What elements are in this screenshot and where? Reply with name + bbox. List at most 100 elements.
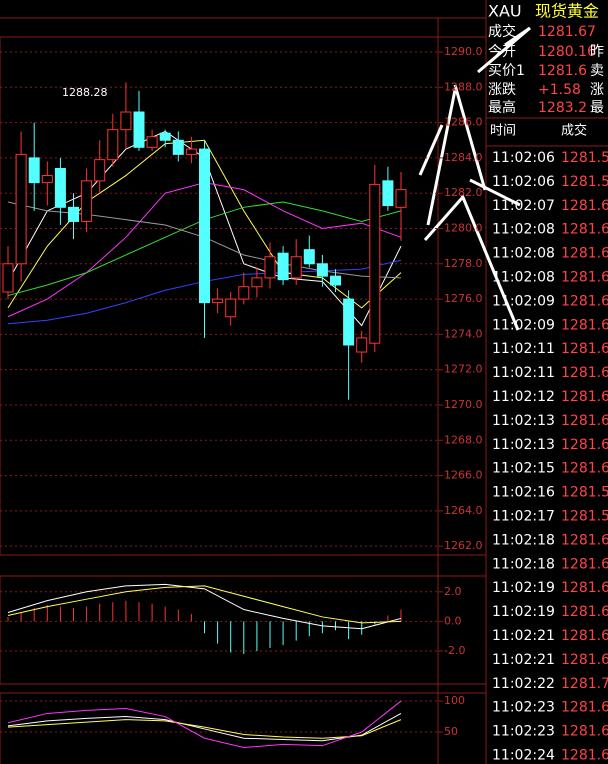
trade-price: 1281.5: [561, 509, 608, 525]
trades-header: 成交: [561, 123, 587, 139]
candle-body: [172, 139, 184, 155]
candle-body: [2, 263, 14, 293]
trade-price: 1281.7: [561, 676, 608, 692]
y-tick-label: 1278.0: [444, 257, 483, 270]
candle-body: [264, 256, 276, 279]
indicator-line: [7, 700, 402, 749]
trade-time: 11:02:07: [492, 198, 555, 214]
y-tick-label: 1280.0: [444, 221, 483, 234]
candle-body: [290, 256, 302, 279]
y-tick-label: 1282.0: [444, 186, 483, 199]
symbol: XAU: [488, 2, 522, 21]
trade-time: 11:02:09: [492, 317, 555, 333]
quote-value: 1281.67: [538, 24, 596, 40]
candle-body: [28, 157, 40, 184]
trade-time: 11:02:08: [492, 246, 555, 262]
y-tick-label: 0.0: [444, 614, 462, 627]
candle-body: [251, 277, 263, 288]
quote-extra: 最: [590, 100, 604, 116]
y-tick-label: 1284.0: [444, 151, 483, 164]
candle-body: [382, 180, 394, 207]
y-tick-label: 1272.0: [444, 363, 483, 376]
macd-panel: [0, 575, 487, 685]
trade-price: 1281.6: [561, 270, 608, 286]
trade-time: 11:02:23: [492, 724, 555, 740]
trade-time: 11:02:22: [492, 676, 555, 692]
trade-price: 1281.5: [561, 485, 608, 501]
trade-time: 11:02:18: [492, 556, 555, 572]
trade-time: 11:02:24: [492, 748, 555, 764]
candle-body: [94, 159, 106, 182]
indicator-line: [7, 583, 402, 630]
y-tick-label: 1290.0: [444, 45, 483, 58]
y-tick-label: -2.0: [444, 644, 465, 657]
trade-price: 1281.6: [561, 389, 608, 405]
trade-time: 11:02:21: [492, 652, 555, 668]
quote-label: 涨跌: [488, 82, 516, 98]
candle-body: [212, 298, 224, 304]
y-tick-label: 100: [444, 694, 465, 707]
y-tick-label: 2.0: [444, 585, 462, 598]
trade-price: 1281.6: [561, 222, 608, 238]
trade-time: 11:02:15: [492, 461, 555, 477]
quote-extra: 涨: [590, 82, 604, 98]
trades-header: 时间: [490, 124, 516, 139]
y-tick-label: 1276.0: [444, 292, 483, 305]
trade-time: 11:02:06: [492, 150, 555, 166]
quote-value: 1283.2: [538, 100, 587, 116]
quote-value: 1280.16: [538, 44, 596, 60]
candle-body: [238, 286, 250, 300]
trade-price: 1281.6: [561, 461, 608, 477]
trade-price: 1281.6: [561, 580, 608, 596]
trade-time: 11:02:11: [492, 341, 555, 357]
candle-body: [15, 153, 27, 265]
candle-body: [68, 206, 79, 222]
trade-price: 1281.6: [561, 365, 608, 381]
trade-price: 1281.6: [561, 293, 608, 309]
trade-price: 1281.5: [561, 174, 608, 190]
candle-body: [107, 129, 119, 161]
candle-body: [199, 148, 210, 304]
trade-time: 11:02:23: [492, 700, 555, 716]
candle-body: [225, 298, 237, 318]
instrument-name: 现货黄金: [535, 2, 599, 21]
trade-price: 1281.6: [561, 628, 608, 644]
indicator-line: [7, 719, 402, 739]
candle-body: [316, 263, 328, 277]
y-tick-label: 1264.0: [444, 504, 483, 517]
trade-price: 1281.6: [561, 413, 608, 429]
candle-body: [81, 180, 93, 222]
quote-label: 买价1: [488, 63, 525, 79]
y-tick-label: 1288.0: [444, 80, 483, 93]
y-tick-label: 1266.0: [444, 469, 483, 482]
quote-label: 今开: [488, 44, 516, 60]
quote-value: 1281.6: [538, 63, 587, 79]
candle-body: [159, 132, 171, 141]
candle-body: [185, 148, 197, 155]
annotation: 1288.28: [62, 86, 108, 99]
trade-price: 1281.6: [561, 748, 608, 764]
trade-time: 11:02:11: [492, 365, 555, 381]
trade-time: 11:02:17: [492, 509, 555, 525]
trade-price: 1281.6: [561, 198, 608, 214]
candle-body: [369, 183, 381, 344]
y-tick-label: 1262.0: [444, 539, 483, 552]
trade-price: 1281.6: [561, 724, 608, 740]
candle-body: [133, 111, 145, 148]
candle-body: [343, 298, 355, 346]
candle-body: [54, 167, 66, 208]
y-tick-label: 1286.0: [444, 116, 483, 129]
candle-body: [120, 111, 132, 131]
trade-time: 11:02:13: [492, 437, 555, 453]
y-tick-label: 1268.0: [444, 433, 483, 446]
indicator-line: [7, 713, 402, 742]
trade-time: 11:02:08: [492, 222, 555, 238]
trade-price: 1281.6: [561, 556, 608, 572]
quote-value: +1.58: [538, 82, 581, 98]
trade-price: 1281.6: [561, 341, 608, 357]
trade-time: 11:02:13: [492, 413, 555, 429]
quote-label: 成交: [488, 23, 516, 40]
quote-label: 最高: [488, 99, 516, 116]
